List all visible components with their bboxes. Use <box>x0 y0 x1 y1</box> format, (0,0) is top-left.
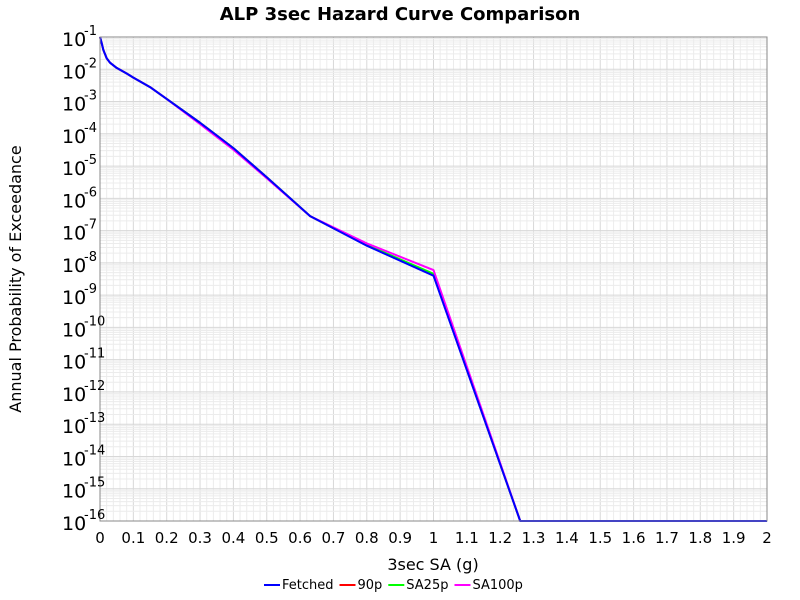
y-tick-label: 10 <box>62 126 86 148</box>
y-tick-label: 10 <box>62 481 86 503</box>
y-tick-exponent: -1 <box>84 24 97 39</box>
x-tick-label: 1.3 <box>522 529 546 547</box>
y-tick-exponent: -3 <box>84 89 97 104</box>
y-tick-exponent: -12 <box>84 379 105 394</box>
y-tick-exponent: -5 <box>84 153 97 168</box>
x-tick-label: 0 <box>95 529 105 547</box>
y-tick-exponent: -4 <box>84 121 97 136</box>
y-tick-label: 10 <box>62 319 86 341</box>
y-tick-exponent: -8 <box>84 250 97 265</box>
y-tick-exponent: -13 <box>84 411 105 426</box>
y-tick-labels: 10-110-210-310-410-510-610-710-810-910-1… <box>62 24 105 535</box>
legend-label: SA25p <box>406 578 448 593</box>
x-tick-label: 0.4 <box>221 529 245 547</box>
legend: Fetched 90p SA25p SA100p <box>264 578 523 593</box>
x-tick-label: 1.4 <box>555 529 579 547</box>
x-tick-label: 1.5 <box>588 529 612 547</box>
y-tick-exponent: -14 <box>84 443 105 458</box>
y-tick-label: 10 <box>62 448 86 470</box>
x-tick-label: 0.9 <box>388 529 412 547</box>
y-tick-exponent: -11 <box>84 347 105 362</box>
y-tick-exponent: -2 <box>84 56 97 71</box>
y-tick-label: 10 <box>62 61 86 83</box>
y-tick-label: 10 <box>62 190 86 212</box>
x-tick-label: 1.8 <box>688 529 712 547</box>
y-tick-label: 10 <box>62 513 86 535</box>
x-tick-label: 0.1 <box>121 529 145 547</box>
x-tick-label: 0.3 <box>188 529 212 547</box>
y-tick-label: 10 <box>62 255 86 277</box>
y-axis-label: Annual Probability of Exceedance <box>6 145 25 412</box>
x-tick-label: 0.6 <box>288 529 312 547</box>
legend-label: 90p <box>358 578 383 593</box>
y-tick-exponent: -9 <box>84 282 97 297</box>
x-tick-label: 1.2 <box>488 529 512 547</box>
y-tick-exponent: -10 <box>84 314 105 329</box>
y-tick-exponent: -15 <box>84 476 105 491</box>
series-lines <box>99 36 767 522</box>
x-axis-label: 3sec SA (g) <box>387 555 478 574</box>
x-tick-label: 1.9 <box>722 529 746 547</box>
y-tick-exponent: -6 <box>84 185 97 200</box>
x-tick-labels: 0 0.1 0.2 0.3 0.4 0.5 0.6 0.7 0.8 0.9 1 1.1 1.2 1.3 1.… <box>95 529 772 547</box>
y-tick-label: 10 <box>62 384 86 406</box>
legend-label: SA100p <box>472 578 522 593</box>
plot-frame <box>99 36 768 522</box>
x-tick-label: 1.1 <box>455 529 479 547</box>
y-tick-label: 10 <box>62 223 86 245</box>
chart-title: ALP 3sec Hazard Curve Comparison <box>220 4 581 25</box>
grid-lines <box>100 37 767 521</box>
x-tick-label: 0.7 <box>322 529 346 547</box>
x-tick-label: 1.6 <box>622 529 646 547</box>
y-tick-label: 10 <box>62 29 86 51</box>
y-tick-exponent: -16 <box>84 508 105 523</box>
x-tick-label: 0.8 <box>355 529 379 547</box>
legend-label: Fetched <box>282 578 334 593</box>
y-tick-label: 10 <box>62 287 86 309</box>
series-line-fetched <box>99 36 767 522</box>
x-tick-label: 1 <box>429 529 439 547</box>
y-tick-label: 10 <box>62 94 86 116</box>
y-tick-label: 10 <box>62 352 86 374</box>
x-tick-label: 0.5 <box>255 529 279 547</box>
x-tick-label: 1.7 <box>655 529 679 547</box>
x-tick-label: 2 <box>762 529 772 547</box>
y-tick-label: 10 <box>62 158 86 180</box>
x-tick-label: 0.2 <box>155 529 179 547</box>
y-tick-label: 10 <box>62 416 86 438</box>
y-tick-exponent: -7 <box>84 218 97 233</box>
